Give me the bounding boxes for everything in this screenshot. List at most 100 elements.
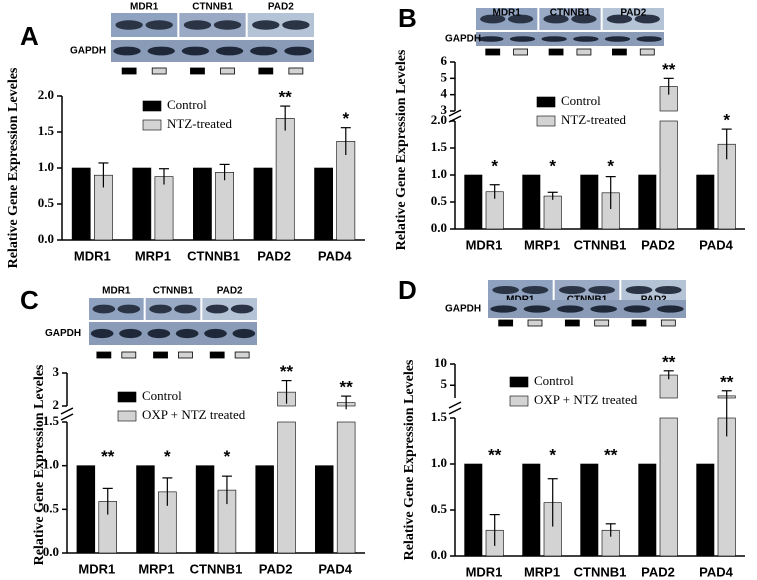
gapdh-band <box>490 305 517 313</box>
axis-break <box>60 407 74 415</box>
x-tick-label: PAD4 <box>699 564 733 579</box>
axis-break <box>448 115 462 123</box>
bar <box>314 167 333 241</box>
significance: * <box>224 447 231 466</box>
y-tick-label: 0.0 <box>43 544 59 559</box>
y-tick-label: 1.0 <box>43 457 59 472</box>
blot-band <box>543 14 569 24</box>
blot-band <box>521 286 549 294</box>
x-tick-label: PAD2 <box>257 248 291 263</box>
significance: ** <box>340 378 354 397</box>
x-tick-label: MRP1 <box>524 237 560 252</box>
y-tick-label: 10 <box>434 355 447 370</box>
significance: ** <box>662 352 676 371</box>
blot-band <box>174 304 197 314</box>
x-tick-label: MRP1 <box>135 248 171 263</box>
gapdh-band <box>478 36 504 42</box>
blot-band <box>655 286 682 294</box>
lane-marker <box>153 351 168 359</box>
y-tick-label: 1.0 <box>38 159 54 174</box>
lane-marker <box>209 351 225 359</box>
legend-label: Control <box>167 97 207 112</box>
gapdh-panel <box>89 322 257 345</box>
bar <box>132 167 152 241</box>
y-tick-label: 2.0 <box>431 112 447 127</box>
blot-panel <box>476 8 538 30</box>
axis-break <box>448 401 462 409</box>
gapdh-label: GAPDH <box>70 46 106 57</box>
gapdh-label: GAPDH <box>45 328 81 339</box>
bar <box>522 174 541 230</box>
x-tick-label: CTNNB1 <box>574 237 627 252</box>
axis-break <box>60 413 74 421</box>
y-tick-label: 1.5 <box>431 139 448 154</box>
gapdh-band <box>657 305 684 313</box>
gapdh-band <box>509 36 536 42</box>
bar <box>195 465 215 554</box>
bar <box>336 421 356 554</box>
blot-band <box>634 14 660 24</box>
significance: ** <box>488 445 502 464</box>
y-tick-label: 0.5 <box>38 195 55 210</box>
lane-marker <box>234 351 250 359</box>
y-axis-label: Relative Gene Expression Leveles <box>394 49 409 250</box>
gapdh-band <box>119 328 142 339</box>
x-tick-label: CTNNB1 <box>574 564 627 579</box>
y-tick-label: 4 <box>441 86 448 101</box>
gapdh-band <box>250 46 278 56</box>
lane-marker <box>660 319 676 327</box>
gapdh-band <box>523 305 551 313</box>
bar <box>696 463 715 557</box>
x-tick-label: MDR1 <box>74 248 111 263</box>
x-tick-label: PAD2 <box>259 561 293 576</box>
x-tick-label: PAD4 <box>699 237 733 252</box>
y-tick-label: 2 <box>53 397 60 412</box>
significance: * <box>549 445 556 464</box>
y-tick-label: 0.5 <box>431 193 448 208</box>
bar <box>580 463 599 557</box>
blot-band <box>145 20 173 30</box>
blot-band <box>606 14 633 24</box>
bar <box>193 167 212 241</box>
blot-label: PAD2 <box>217 286 243 297</box>
bar <box>638 174 657 230</box>
bar <box>717 417 736 557</box>
y-tick-label: 0.5 <box>431 501 448 516</box>
blot-band <box>571 14 597 24</box>
gapdh-band <box>636 36 662 42</box>
blot-panel <box>145 298 201 320</box>
lane-marker <box>190 67 205 75</box>
bar <box>76 465 96 554</box>
blot-band <box>480 14 506 24</box>
blot-band <box>588 286 616 294</box>
y-axis-label: Relative Gene Expression Leveles <box>6 67 21 268</box>
bar <box>638 463 657 557</box>
legend-swatch <box>117 391 137 403</box>
blot-label: CTNNB1 <box>153 286 194 297</box>
lane-marker <box>178 351 193 359</box>
blot-panel <box>202 298 257 320</box>
blot-panel <box>488 280 553 300</box>
significance: * <box>164 447 171 466</box>
blot-band <box>183 20 212 30</box>
blot-panel <box>602 8 664 30</box>
bar <box>215 172 234 241</box>
blot-band <box>149 304 172 314</box>
legend-label: Control <box>561 93 601 108</box>
blot-band <box>92 304 116 314</box>
x-tick-label: CTNNB1 <box>187 248 240 263</box>
gapdh-band <box>541 36 567 42</box>
bar <box>336 141 356 241</box>
y-tick-label: 5 <box>441 69 448 84</box>
bar <box>253 167 273 241</box>
bar <box>543 195 562 230</box>
significance: ** <box>720 372 734 391</box>
y-tick-label: 0.5 <box>43 500 60 515</box>
lane-marker <box>220 67 235 75</box>
gapdh-band <box>284 46 312 56</box>
x-tick-label: MRP1 <box>138 561 174 576</box>
lane-marker <box>485 48 501 56</box>
blot-label: PAD2 <box>620 8 646 19</box>
x-tick-label: MRP1 <box>524 564 560 579</box>
x-tick-label: PAD2 <box>641 564 675 579</box>
